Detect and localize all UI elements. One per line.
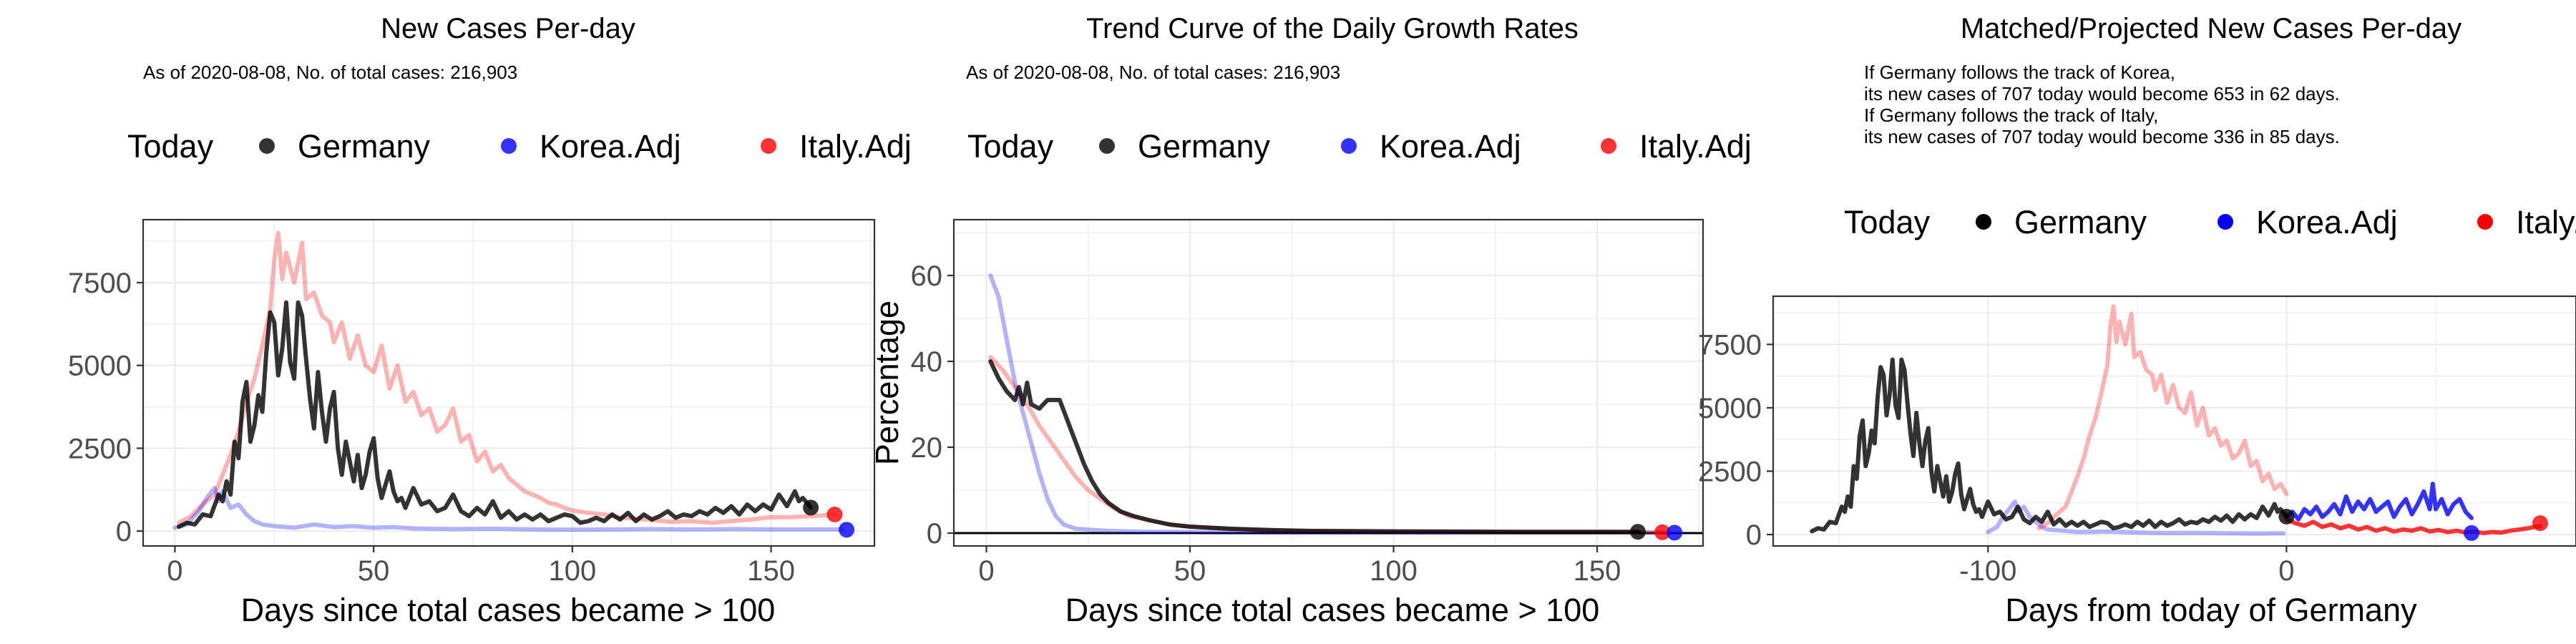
y-tick-label: 5000 [1698, 393, 1762, 424]
legend-label: Germany [2014, 204, 2147, 240]
series-line-korea-adj-projected [2284, 482, 2474, 522]
series-line-korea-adj [988, 273, 1673, 535]
annotation-line: If Germany follows the track of Italy, [1864, 104, 2158, 126]
y-tick-label: 0 [927, 518, 942, 550]
today-point-germany [1629, 524, 1646, 540]
legend-title: Today [1844, 204, 1931, 240]
y-tick-label: 40 [911, 346, 943, 378]
y-tick-label: 0 [116, 516, 132, 547]
legend-key-italy-adj [1601, 138, 1616, 154]
today-point-korea-adj [839, 522, 855, 538]
series-line-germany [177, 300, 814, 530]
y-axis-title: Percentage [869, 301, 905, 465]
plot-border [1772, 295, 2576, 547]
legend-label: Germany [298, 128, 431, 165]
chart-panel-2: Trend Curve of the Daily Growth Rates As … [869, 13, 1752, 628]
y-tick-label: 20 [911, 432, 943, 464]
y-tick-label: 0 [1746, 519, 1762, 551]
legend-label: Korea.Adj [2256, 204, 2398, 240]
y-tick-label: 2500 [68, 433, 132, 464]
legend-key-germany [1099, 138, 1115, 154]
today-point-germany [2278, 509, 2295, 525]
x-tick-label: 0 [167, 555, 182, 587]
x-tick-label: 50 [1174, 555, 1206, 587]
chart-panel-3: Matched/Projected New Cases Per-day If Ge… [1698, 13, 2576, 628]
x-tick-label: 0 [2278, 555, 2294, 587]
annotation-line: its new cases of 707 today would become … [1864, 83, 2340, 104]
series-line-italy-adj [2036, 304, 2289, 531]
series-group [1810, 304, 2548, 541]
series-line-korea-adj [1986, 499, 2286, 536]
plot-border [142, 218, 876, 547]
legend-title: Today [127, 128, 214, 165]
legend-key-italy-adj [761, 138, 776, 154]
series-line-italy-adj-projected [2284, 517, 2542, 535]
gridlines [143, 220, 874, 546]
chart-legend: Today Germany Korea.Adj Italy.Adj [1844, 204, 2576, 240]
x-tick-label: 100 [1370, 555, 1418, 587]
x-axis-title: Days from today of Germany [2005, 592, 2417, 628]
legend-label: Italy.Adj [799, 128, 912, 165]
x-axis-title: Days since total cases became > 100 [1065, 592, 1600, 628]
chart-panel-1: New Cases Per-day As of 2020-08-08, No. o… [68, 13, 912, 628]
today-point-italy-adj [826, 507, 843, 523]
chart-subtitle: As of 2020-08-08, No. of total cases: 21… [966, 62, 1340, 83]
chart-legend: Today Germany Korea.Adj Italy.Adj [127, 128, 912, 165]
today-point-italy-adj [2532, 515, 2548, 532]
chart-title: Trend Curve of the Daily Growth Rates [1086, 13, 1579, 44]
plot-border [952, 218, 1704, 547]
series-group [172, 230, 855, 538]
axes: 0 50 100 150 0 2500 5000 7500 [68, 268, 795, 587]
y-tick-label: 7500 [1698, 329, 1762, 361]
y-tick-label: 2500 [1698, 456, 1762, 487]
legend-key-germany [1976, 214, 1991, 230]
legend-title: Today [967, 128, 1054, 165]
series-line-korea-adj [172, 486, 845, 532]
x-tick-label: 150 [1574, 555, 1621, 587]
legend-key-germany [259, 138, 275, 154]
legend-key-italy-adj [2477, 214, 2493, 230]
chart-legend: Today Germany Korea.Adj Italy.Adj [967, 128, 1752, 165]
today-point-korea-adj [2464, 525, 2480, 541]
annotation-line: If Germany follows the track of Korea, [1864, 62, 2175, 83]
legend-key-korea-adj [1341, 138, 1357, 154]
series-line-germany [988, 359, 1640, 535]
x-axis-title: Days since total cases became > 100 [241, 592, 776, 628]
axes: -100 0 0 2500 5000 7500 [1698, 329, 2295, 587]
chart-title: New Cases Per-day [381, 13, 635, 44]
x-tick-label: 50 [358, 555, 390, 587]
x-tick-label: 100 [548, 555, 596, 587]
chart-title: Matched/Projected New Cases Per-day [1961, 13, 2462, 44]
legend-label: Korea.Adj [540, 128, 681, 165]
legend-key-korea-adj [501, 138, 517, 154]
x-tick-label: 0 [978, 555, 994, 587]
gridlines [954, 220, 1703, 546]
plot-background [954, 220, 1703, 546]
y-tick-label: 5000 [68, 351, 132, 382]
today-point-italy-adj [1654, 524, 1671, 540]
x-tick-label: 150 [747, 555, 795, 587]
annotation-line: its new cases of 707 today would become … [1864, 126, 2340, 147]
series-line-germany [1810, 357, 2289, 534]
series-group [988, 273, 1683, 541]
today-point-korea-adj [1667, 525, 1683, 541]
chart-subtitle: As of 2020-08-08, No. of total cases: 21… [143, 62, 517, 83]
plot-background [1773, 296, 2576, 546]
y-tick-label: 60 [911, 260, 943, 292]
y-tick-label: 7500 [68, 268, 132, 299]
today-point-germany [803, 499, 819, 516]
x-tick-label: -100 [1959, 555, 2016, 587]
legend-label: Italy.Adj [1639, 128, 1752, 165]
legend-label: Germany [1138, 128, 1271, 165]
legend-key-korea-adj [2218, 214, 2233, 230]
legend-label: Italy.Adj [2516, 204, 2576, 240]
legend-label: Korea.Adj [1380, 128, 1521, 165]
axes: 0 50 100 150 0 20 40 60 [911, 260, 1621, 587]
